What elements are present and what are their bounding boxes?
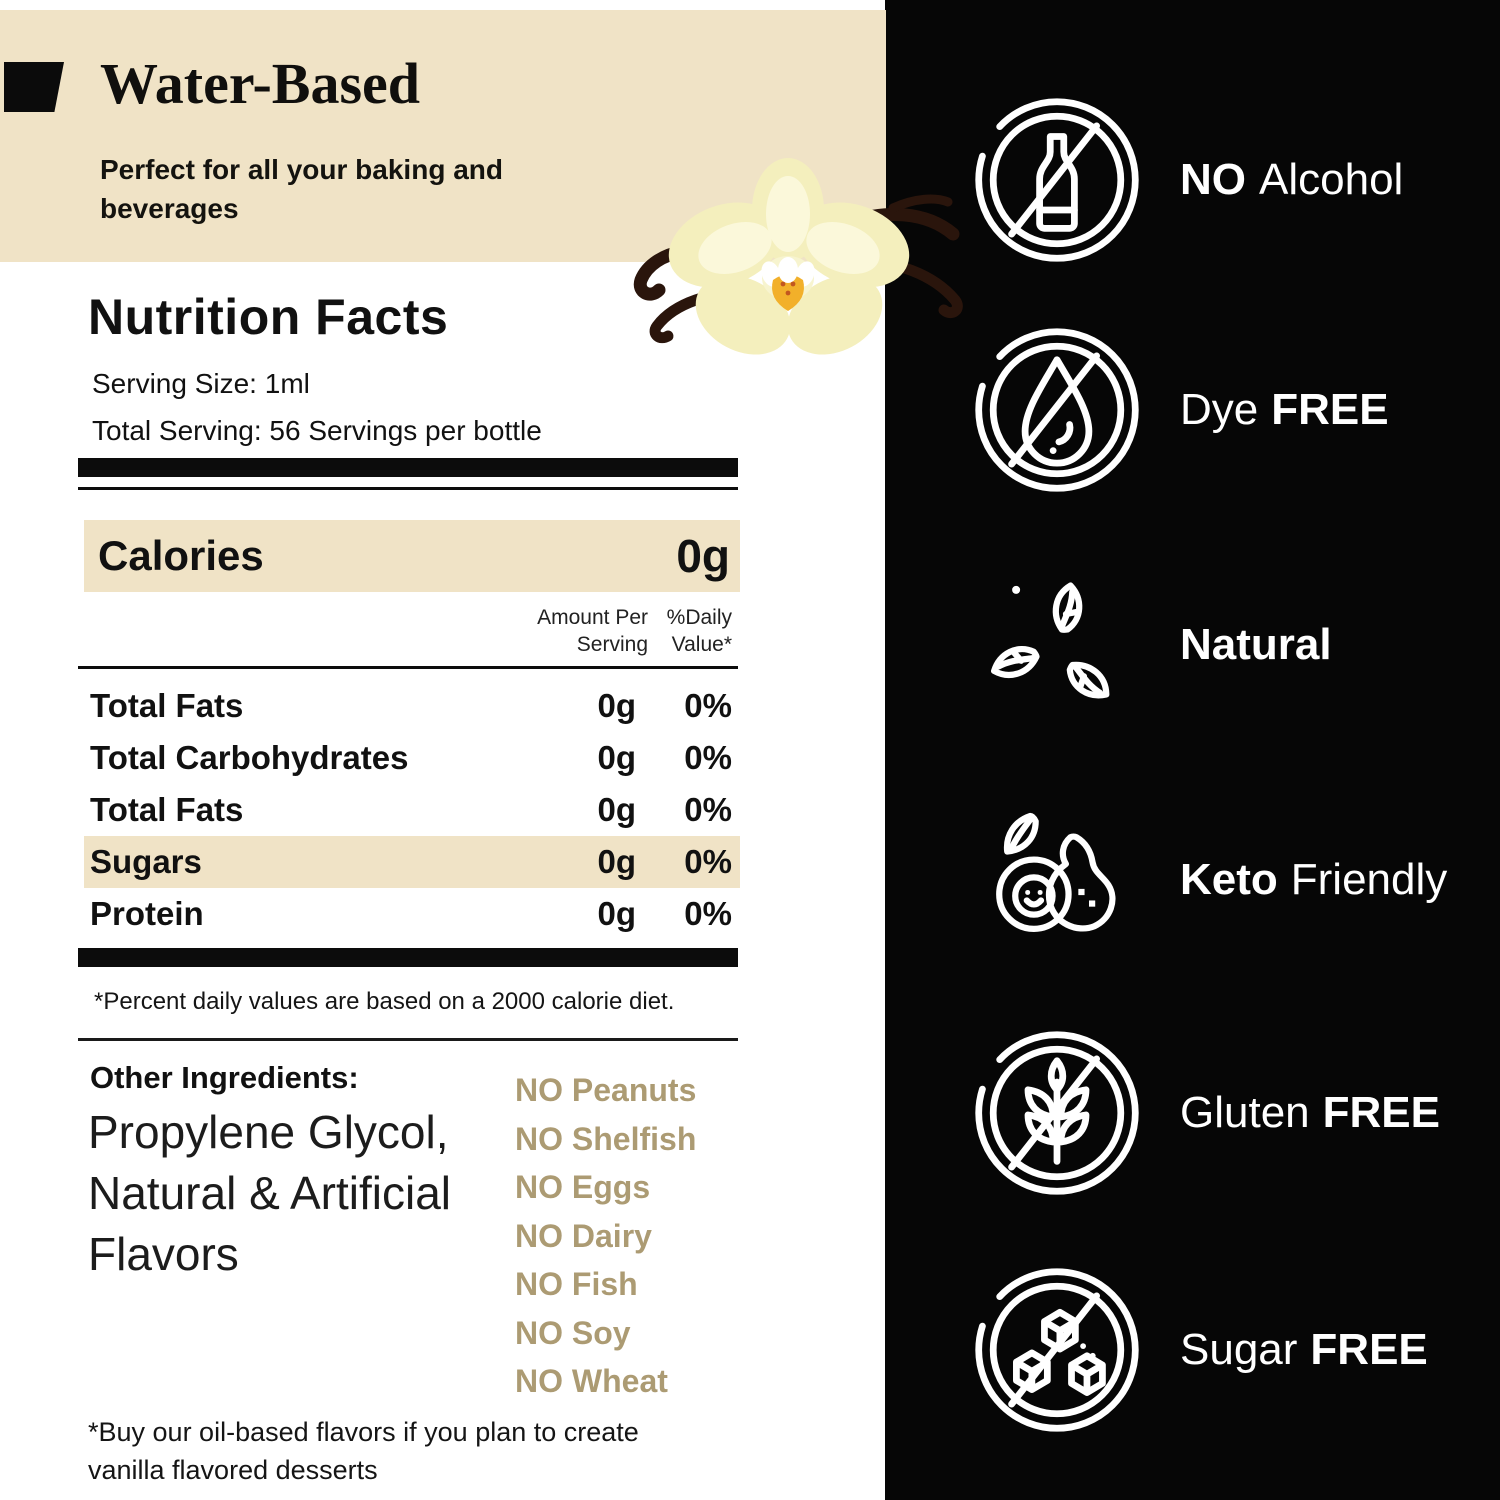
nutrient-daily: 0%: [684, 895, 732, 932]
ingredient-line: Natural & Artificial: [88, 1167, 452, 1219]
calories-value: 0g: [676, 530, 730, 582]
badge-text: Gluten: [1180, 1088, 1310, 1137]
footnote-line: *Buy our oil-based flavors if you plan t…: [88, 1417, 639, 1447]
nutrient-amount: 0g: [597, 687, 636, 724]
nutrient-label: Total Fats: [90, 791, 244, 828]
badge-text: Alcohol: [1259, 155, 1404, 204]
ingredients-text: Propylene Glycol, Natural & Artificial F…: [88, 1102, 451, 1285]
natural-icon: [970, 558, 1144, 732]
nutrient-label: Total Carbohydrates: [90, 739, 409, 776]
sugar-free-icon: [970, 1263, 1144, 1437]
ingredient-line: Flavors: [88, 1228, 239, 1280]
badge-label: Keto Friendly: [1180, 855, 1447, 905]
keto-icon: [970, 793, 1144, 967]
table-row: Total Fats 0g 0%: [84, 784, 740, 836]
daily-value-footnote: *Percent daily values are based on a 200…: [94, 988, 675, 1015]
allergen-item: NO Wheat: [515, 1363, 668, 1399]
nutrient-daily: 0%: [684, 791, 732, 828]
badge-text-bold: FREE: [1322, 1088, 1440, 1137]
allergen-item: NO Soy: [515, 1314, 631, 1351]
rule-thick-top: [78, 458, 738, 477]
badge-dye-free: Dye FREE: [885, 323, 1500, 497]
badge-label: Gluten FREE: [1180, 1088, 1440, 1138]
badge-sugar-free: Sugar FREE: [885, 1263, 1500, 1437]
total-serving: Total Serving: 56 Servings per bottle: [92, 415, 542, 446]
allergen-item: NO Dairy: [515, 1217, 652, 1254]
rule-thin-bottom: [78, 1038, 738, 1041]
badges-panel: NO Alcohol Dye FREE: [885, 0, 1500, 1500]
badge-text-bold: Keto: [1180, 855, 1278, 904]
serving-size: Serving Size: 1ml: [92, 368, 310, 399]
table-row-highlighted: Sugars 0g 0%: [84, 836, 740, 888]
badge-text-bold: FREE: [1310, 1325, 1428, 1374]
allergen-item: NO Shelfish: [515, 1120, 697, 1157]
nutrient-label: Protein: [90, 895, 204, 932]
allergen-free-list: NO Peanuts NO Shelfish NO Eggs NO Dairy …: [515, 1066, 696, 1406]
column-header-daily: %Daily Value*: [666, 606, 732, 656]
nutrient-amount: 0g: [597, 843, 636, 880]
banner-subtitle: Perfect for all your baking and beverage…: [100, 154, 503, 224]
nutrient-daily: 0%: [684, 687, 732, 724]
nutrient-amount: 0g: [597, 739, 636, 776]
badge-label: Sugar FREE: [1180, 1325, 1428, 1375]
nutrient-amount: 0g: [597, 791, 636, 828]
badge-no-alcohol: NO Alcohol: [885, 93, 1500, 267]
nutrient-amount: 0g: [597, 895, 636, 932]
table-row: Total Carbohydrates 0g 0%: [84, 732, 740, 784]
badge-text: Dye: [1180, 385, 1259, 434]
allergen-item: NO Eggs: [515, 1169, 651, 1205]
oil-based-footnote: *Buy our oil-based flavors if you plan t…: [88, 1413, 639, 1489]
other-ingredients-heading: Other Ingredients:: [90, 1060, 359, 1095]
nutrient-label: Total Fats: [90, 687, 244, 724]
rule-thick-bottom: [78, 948, 738, 967]
badge-text: Friendly: [1290, 855, 1448, 904]
badge-keto-friendly: Keto Friendly: [885, 793, 1500, 967]
rule-thin-top: [78, 487, 738, 490]
badge-text-bold: NO: [1180, 155, 1246, 204]
badge-label: Dye FREE: [1180, 385, 1389, 435]
table-row: Total Fats 0g 0%: [84, 680, 740, 732]
badge-label: NO Alcohol: [1180, 155, 1403, 205]
vanilla-flower-image: [633, 158, 963, 355]
footnote-line: vanilla flavored desserts: [88, 1455, 378, 1485]
rule-thin-mid: [78, 666, 738, 669]
badge-label: Natural: [1180, 620, 1332, 670]
no-alcohol-icon: [970, 93, 1144, 267]
badge-text-bold: FREE: [1271, 385, 1389, 434]
badge-text: Sugar: [1180, 1325, 1298, 1374]
calories-label: Calories: [98, 532, 264, 579]
header-banner: Water-Based Perfect for all your baking …: [0, 10, 886, 262]
banner-title: Water-Based: [100, 51, 421, 116]
calories-row: Calories 0g: [84, 520, 740, 592]
badge-gluten-free: Gluten FREE: [885, 1026, 1500, 1200]
ingredient-line: Propylene Glycol,: [88, 1106, 449, 1158]
badge-text-bold: Natural: [1180, 620, 1332, 669]
nutrient-daily: 0%: [684, 739, 732, 776]
nutrition-facts-title: Nutrition Facts: [88, 289, 449, 345]
dye-free-icon: [970, 323, 1144, 497]
accent-square: [4, 62, 64, 112]
table-row: Protein 0g 0%: [84, 888, 740, 940]
nutrient-label: Sugars: [90, 843, 202, 880]
allergen-item: NO Peanuts: [515, 1072, 697, 1108]
allergen-item: NO Fish: [515, 1266, 638, 1302]
badge-natural: Natural: [885, 558, 1500, 732]
nutrient-daily: 0%: [684, 843, 732, 880]
column-header-amount: Amount Per Serving: [537, 606, 648, 656]
nutrient-table: Total Fats 0g 0% Total Carbohydrates 0g …: [84, 680, 740, 940]
gluten-free-icon: [970, 1026, 1144, 1200]
